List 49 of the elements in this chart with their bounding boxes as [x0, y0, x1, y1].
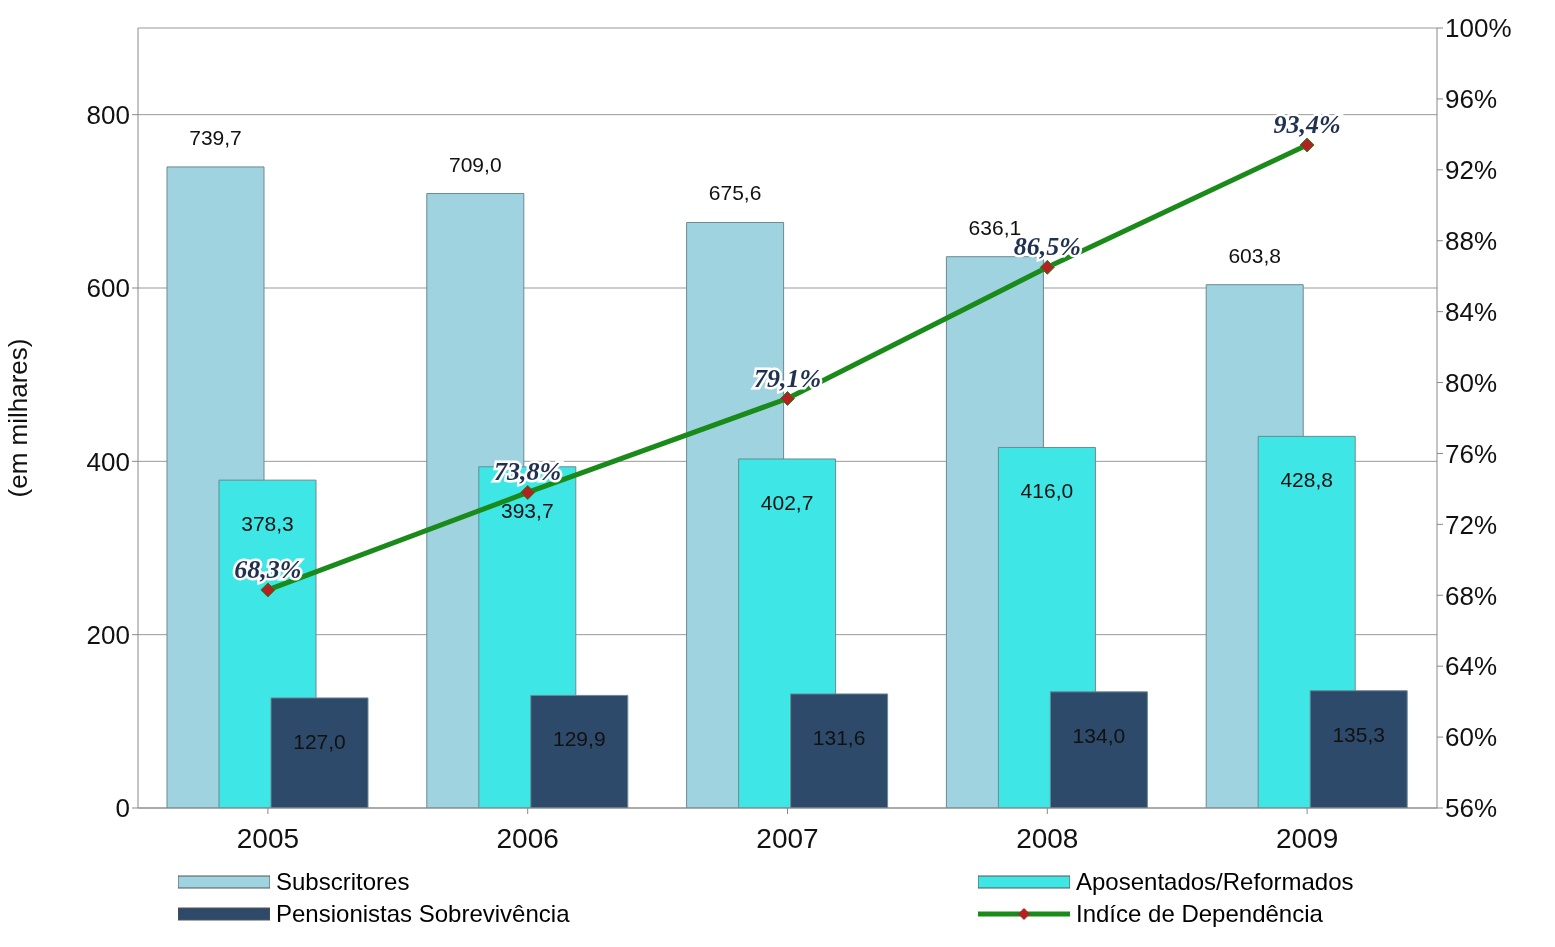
- y2-tick-label: 64%: [1445, 651, 1498, 682]
- data-label: 393,7: [501, 498, 554, 522]
- y-tick-label: 0: [115, 793, 130, 824]
- data-label: 378,3: [241, 512, 294, 536]
- y-tick-label: 600: [86, 273, 130, 304]
- data-label: 134,0: [1072, 723, 1126, 747]
- y2-tick-label: 80%: [1445, 367, 1498, 398]
- y2-tick-label: 76%: [1445, 438, 1498, 469]
- y2-tick-label: 92%: [1445, 155, 1498, 186]
- x-tick-label: 2009: [1275, 822, 1339, 854]
- y-tick-label: 800: [86, 99, 130, 130]
- data-label: 129,9: [553, 727, 606, 751]
- point: [1039, 259, 1055, 275]
- data-label: 416,0: [1020, 479, 1074, 503]
- legend-label: Pensionistas Sobrevivência: [276, 900, 570, 928]
- point: [780, 391, 795, 406]
- data-label: 709,0: [449, 152, 502, 176]
- legend-label: Indíce de Dependência: [1076, 900, 1323, 928]
- data-label: 739,7: [189, 125, 242, 149]
- point: [1299, 137, 1315, 153]
- y2-tick-label: 88%: [1445, 225, 1498, 256]
- data-label: 93,4%: [1273, 110, 1341, 139]
- y-tick-label: 200: [86, 619, 130, 650]
- x-tick-label: 2007: [756, 822, 819, 854]
- y-tick-label: 400: [86, 446, 130, 477]
- data-label: 428,8: [1280, 468, 1333, 492]
- legend-label: Subscritores: [276, 868, 410, 896]
- data-label: 68,3%: [234, 554, 302, 584]
- y2-tick-label: 100%: [1445, 13, 1512, 44]
- y2-tick-label: 56%: [1445, 793, 1498, 824]
- y2-tick-label: 68%: [1445, 580, 1498, 611]
- y-axis-title: (em milhares): [3, 338, 34, 498]
- data-label: 402,7: [760, 490, 814, 514]
- data-label: 127,0: [293, 729, 346, 753]
- y2-tick-label: 60%: [1445, 722, 1498, 753]
- data-label: 73,8%: [494, 457, 562, 487]
- legend-label: Aposentados/Reformados: [1076, 868, 1354, 896]
- point: [260, 582, 276, 598]
- data-label: 675,6: [708, 181, 762, 205]
- x-tick-label: 2006: [496, 822, 559, 854]
- data-label: 131,6: [812, 725, 866, 749]
- y2-tick-label: 96%: [1445, 84, 1498, 115]
- y2-tick-label: 72%: [1445, 509, 1498, 540]
- point: [520, 484, 536, 500]
- data-label: 135,3: [1332, 722, 1385, 746]
- x-tick-label: 2005: [236, 822, 300, 854]
- x-tick-label: 2008: [1016, 822, 1079, 854]
- y2-tick-label: 84%: [1445, 296, 1498, 327]
- data-label: 603,8: [1228, 243, 1281, 267]
